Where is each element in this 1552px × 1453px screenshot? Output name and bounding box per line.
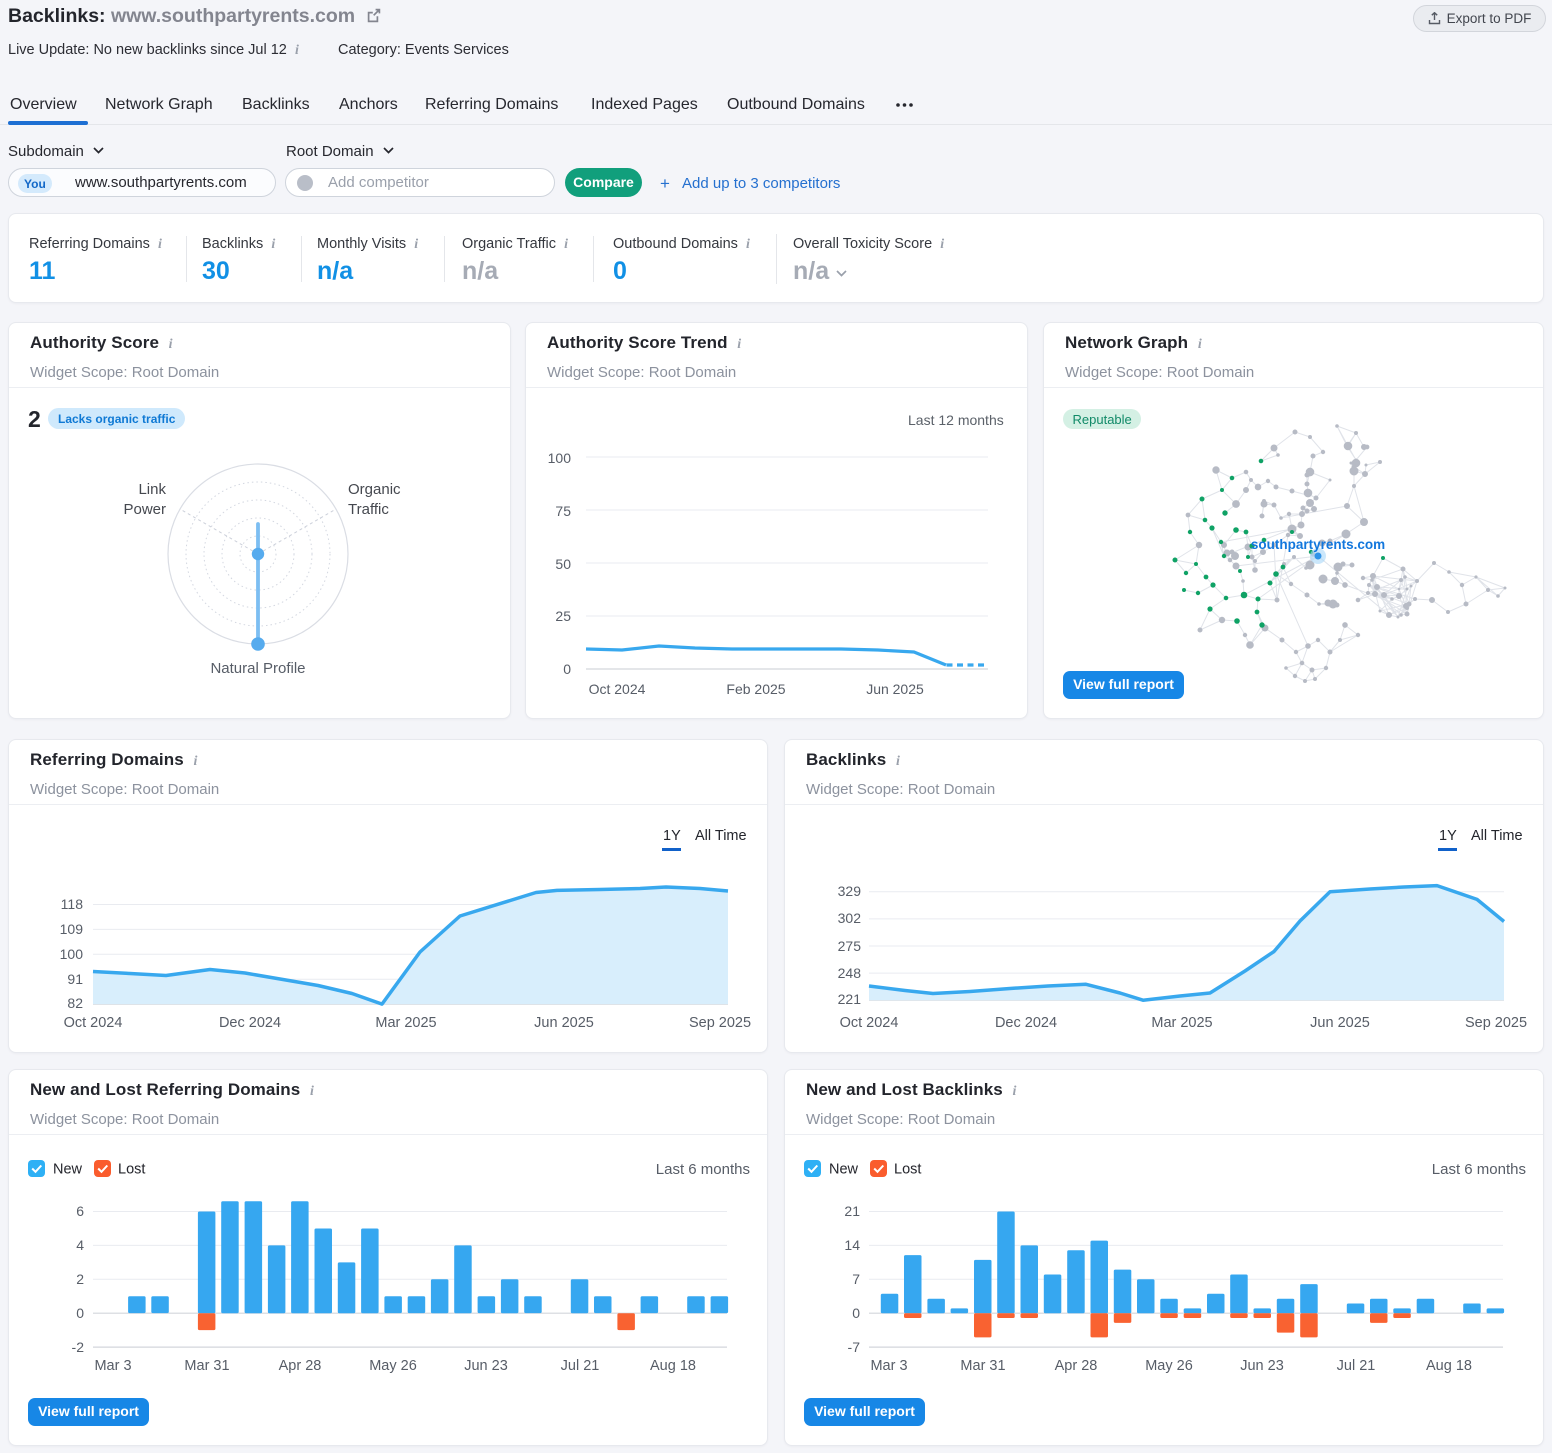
svg-text:Apr 28: Apr 28 <box>279 1358 322 1374</box>
svg-text:Oct 2024: Oct 2024 <box>64 1015 123 1031</box>
svg-text:Mar 31: Mar 31 <box>960 1358 1005 1374</box>
svg-text:Organic: Organic <box>348 481 401 498</box>
svg-text:6: 6 <box>76 1203 84 1219</box>
svg-text:New: New <box>53 1162 83 1178</box>
svg-text:Lost: Lost <box>118 1162 145 1178</box>
svg-text:Jun 2025: Jun 2025 <box>1310 1015 1370 1031</box>
svg-text:91: 91 <box>67 971 83 987</box>
svg-text:Aug 18: Aug 18 <box>1426 1358 1472 1374</box>
svg-text:Dec 2024: Dec 2024 <box>219 1015 281 1031</box>
svg-text:82: 82 <box>67 995 83 1011</box>
svg-text:Last 6 months: Last 6 months <box>1432 1161 1526 1178</box>
svg-text:100: 100 <box>548 450 572 466</box>
svg-text:Mar 2025: Mar 2025 <box>1151 1015 1212 1031</box>
svg-text:302: 302 <box>838 910 862 926</box>
svg-text:50: 50 <box>555 556 571 572</box>
svg-text:Mar 3: Mar 3 <box>94 1358 131 1374</box>
svg-text:Jun 2025: Jun 2025 <box>866 681 924 697</box>
svg-text:May 26: May 26 <box>369 1358 417 1374</box>
svg-text:7: 7 <box>852 1271 860 1287</box>
svg-text:4: 4 <box>76 1237 84 1253</box>
svg-text:Traffic: Traffic <box>348 501 389 518</box>
svg-text:May 26: May 26 <box>1145 1358 1193 1374</box>
svg-text:2: 2 <box>76 1271 84 1287</box>
svg-text:Link: Link <box>138 481 166 498</box>
svg-text:Jun 23: Jun 23 <box>464 1358 508 1374</box>
svg-text:Aug 18: Aug 18 <box>650 1358 696 1374</box>
svg-text:0: 0 <box>563 661 571 677</box>
svg-text:Jun 2025: Jun 2025 <box>534 1015 594 1031</box>
svg-text:Sep 2025: Sep 2025 <box>1465 1015 1527 1031</box>
svg-text:Oct 2024: Oct 2024 <box>589 681 646 697</box>
svg-text:-2: -2 <box>72 1339 85 1355</box>
svg-text:Natural Profile: Natural Profile <box>210 660 305 677</box>
svg-text:Mar 2025: Mar 2025 <box>375 1015 436 1031</box>
svg-text:Jul 21: Jul 21 <box>1337 1358 1376 1374</box>
svg-text:Oct 2024: Oct 2024 <box>840 1015 899 1031</box>
svg-text:0: 0 <box>852 1305 860 1321</box>
svg-text:Sep 2025: Sep 2025 <box>689 1015 751 1031</box>
svg-text:Jul 21: Jul 21 <box>561 1358 600 1374</box>
svg-text:21: 21 <box>844 1203 860 1219</box>
svg-text:0: 0 <box>76 1305 84 1321</box>
svg-text:75: 75 <box>555 503 571 519</box>
svg-text:109: 109 <box>60 921 84 937</box>
svg-text:248: 248 <box>838 965 862 981</box>
svg-text:Last 6 months: Last 6 months <box>656 1161 750 1178</box>
svg-text:221: 221 <box>838 991 862 1007</box>
svg-text:Jun 23: Jun 23 <box>1240 1358 1284 1374</box>
svg-text:Mar 3: Mar 3 <box>870 1358 907 1374</box>
svg-text:100: 100 <box>60 946 84 962</box>
svg-text:118: 118 <box>61 896 84 912</box>
svg-text:14: 14 <box>844 1237 860 1253</box>
svg-text:-7: -7 <box>848 1339 861 1355</box>
svg-text:275: 275 <box>838 938 862 954</box>
svg-text:Power: Power <box>123 501 166 518</box>
svg-text:Mar 31: Mar 31 <box>184 1358 229 1374</box>
svg-text:329: 329 <box>838 883 862 899</box>
svg-text:New: New <box>829 1162 859 1178</box>
svg-text:Apr 28: Apr 28 <box>1055 1358 1098 1374</box>
svg-text:southpartyrents.com: southpartyrents.com <box>1251 537 1385 552</box>
svg-text:Feb 2025: Feb 2025 <box>726 681 785 697</box>
svg-text:Lost: Lost <box>894 1162 921 1178</box>
svg-text:25: 25 <box>555 608 571 624</box>
svg-text:Dec 2024: Dec 2024 <box>995 1015 1057 1031</box>
